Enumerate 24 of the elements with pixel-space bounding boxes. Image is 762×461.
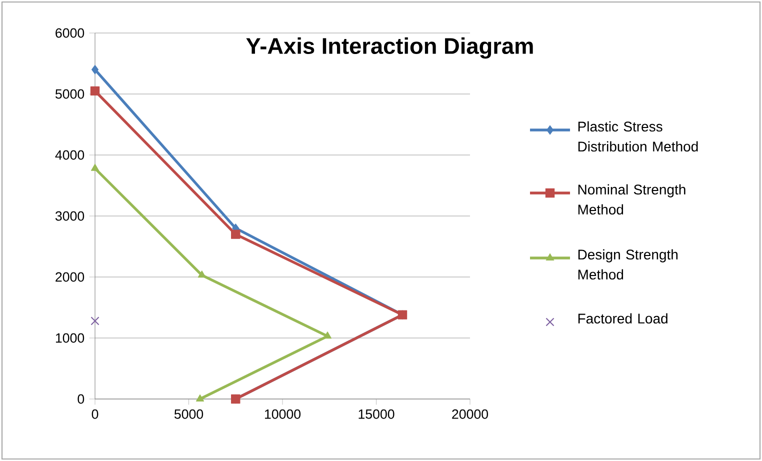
x-tick-label: 20000 [452,409,488,419]
point [198,270,206,278]
point [91,65,99,74]
legend-label: Plastic Stress Distribution Method [578,121,698,152]
legend-label: Design Strength Method [578,249,678,280]
point [90,86,100,96]
chart-title: Y-Axis Interaction Diagram [246,37,533,59]
x-tick-label: 5000 [174,409,204,419]
x-tick-label: 15000 [358,409,394,419]
y-tick-label: 3000 [55,211,84,221]
point [196,394,204,402]
point [231,230,240,239]
y-tick-label: 0 [78,394,84,404]
legend-label: Nominal Strength Method [578,184,686,215]
legend-label: Factored Load [578,313,668,324]
y-tick-label: 1000 [56,333,84,343]
y-tick-label: 5000 [55,89,84,99]
y-tick-label: 6000 [56,28,84,38]
point [90,164,100,171]
x-tick-label: 0 [92,409,98,419]
point [90,316,100,326]
y-tick-label: 2000 [56,272,84,282]
x-tick-label: 10000 [264,409,301,419]
y-tick-label: 4000 [55,150,84,160]
